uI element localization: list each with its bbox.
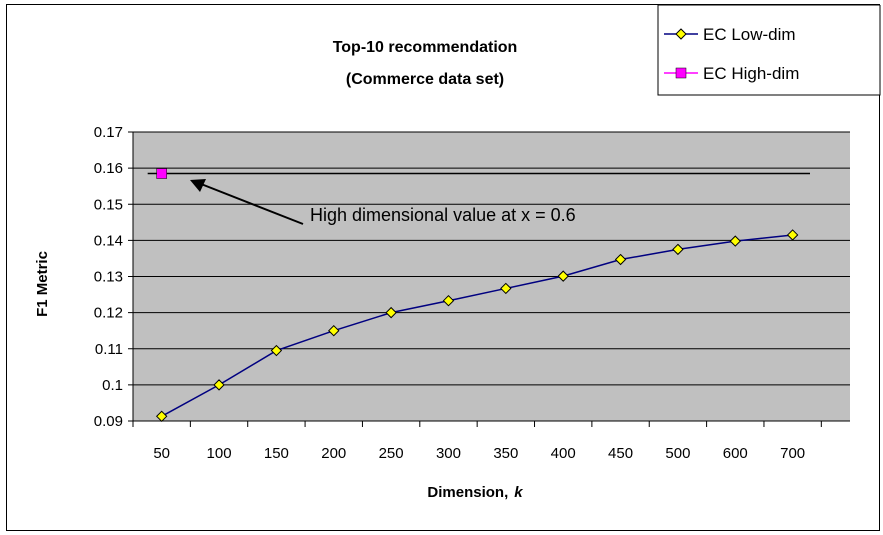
x-tick-label: 350: [493, 445, 518, 462]
gridlines: [133, 131, 850, 386]
annotation-arrow: [195, 181, 304, 225]
x-axis-label: Dimension, k: [427, 484, 523, 501]
x-tick-label: 100: [207, 445, 232, 462]
x-tick-label: 500: [665, 445, 690, 462]
legend-marker-high: [675, 67, 687, 79]
chart-frame: 0.09 0.1 0.11 0.12 0.13 0.14 0.15 0.16 0.17 50 10…: [6, 4, 881, 531]
chart-title-line1: Top-10 recommendation: [333, 39, 518, 56]
y-tick-label: 0.13: [94, 269, 123, 286]
data-point-ec-low-dim: [328, 324, 340, 337]
data-point-ec-low-dim: [786, 229, 799, 241]
x-tick-label: 700: [780, 445, 805, 462]
legend-item-high: EC High-dim: [664, 64, 799, 83]
y-tick-label: 0.12: [94, 305, 123, 322]
annotation-arrowhead: [190, 179, 206, 192]
y-tick-label: 0.09: [94, 413, 123, 430]
y-tick-label: 0.16: [94, 160, 123, 177]
x-tick-label: 200: [321, 445, 346, 462]
y-tick-label: 0.17: [94, 124, 123, 141]
y-axis-label: F1 Metric: [34, 251, 51, 317]
legend-item-low: EC Low-dim: [664, 25, 796, 44]
legend-label-high: EC High-dim: [703, 64, 799, 83]
series-layer: [155, 168, 799, 423]
y-tick-label: 0.1: [102, 377, 123, 394]
data-point-ec-low-dim: [672, 243, 684, 256]
legend-marker-low: [675, 28, 687, 40]
data-point-ec-low-dim: [442, 294, 455, 307]
x-tick-label: 300: [436, 445, 461, 462]
legend: EC Low-dim EC High-dim: [657, 5, 881, 96]
x-tick-label: 600: [723, 445, 748, 462]
data-point-ec-high-dim: [156, 168, 167, 179]
x-tick-label: 450: [608, 445, 633, 462]
data-point-ec-low-dim: [614, 253, 627, 266]
data-point-ec-low-dim: [557, 270, 569, 282]
legend-box: [657, 5, 881, 96]
axes: [132, 132, 850, 422]
chart: 0.09 0.1 0.11 0.12 0.13 0.14 0.15 0.16 0.17 50 10…: [34, 5, 881, 501]
annotation: High dimensional value at x = 0.6: [190, 179, 576, 225]
data-point-ec-low-dim: [213, 379, 225, 391]
legend-label-low: EC Low-dim: [703, 25, 796, 44]
x-tick-label: 250: [379, 445, 404, 462]
x-axis-ticks: 50 100 150 200 250 300 350 400 450 500 600 700: [132, 421, 822, 462]
series-line-ec-low-dim: [161, 234, 793, 417]
data-point-ec-low-dim: [500, 282, 512, 295]
annotation-text: High dimensional value at x = 0.6: [310, 205, 576, 225]
y-tick-label: 0.14: [94, 232, 123, 249]
y-tick-label: 0.11: [95, 341, 123, 358]
x-tick-label: 400: [551, 445, 576, 462]
data-point-ec-low-dim: [385, 306, 397, 319]
chart-title-line2: (Commerce data set): [346, 71, 504, 88]
x-tick-label: 150: [264, 445, 289, 462]
y-tick-label: 0.15: [94, 196, 123, 213]
data-point-ec-low-dim: [270, 344, 283, 357]
y-axis-ticks: 0.09 0.1 0.11 0.12 0.13 0.14 0.15 0.16 0.17: [94, 124, 133, 430]
data-point-ec-low-dim: [155, 410, 168, 423]
x-tick-label: 50: [153, 445, 170, 462]
data-point-ec-low-dim: [729, 235, 741, 247]
